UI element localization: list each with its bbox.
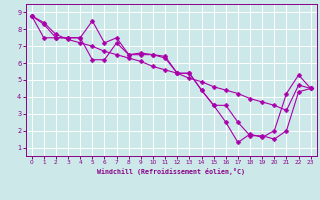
X-axis label: Windchill (Refroidissement éolien,°C): Windchill (Refroidissement éolien,°C) [97,168,245,175]
